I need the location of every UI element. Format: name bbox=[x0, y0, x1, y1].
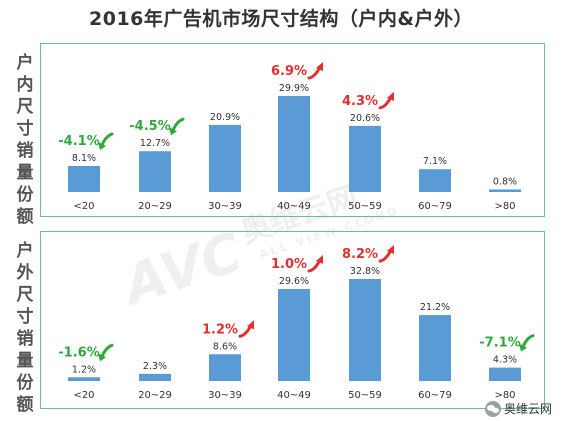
value-label: 4.3% bbox=[493, 355, 517, 366]
side-label-char: 量 bbox=[16, 163, 34, 183]
value-label: 20.9% bbox=[210, 112, 240, 123]
change-up-label: 1.0% bbox=[271, 257, 307, 272]
trend-down-arrowhead-icon bbox=[169, 127, 177, 136]
trend-down-arrow-icon bbox=[521, 334, 535, 349]
bar bbox=[489, 189, 521, 192]
side-label-char: 寸 bbox=[16, 307, 34, 327]
value-label: 8.6% bbox=[213, 341, 237, 352]
bar bbox=[419, 169, 451, 192]
chart-title: 2016年广告机市场尺寸结构（户内&户外） bbox=[89, 8, 473, 30]
side-label-char: 份 bbox=[16, 373, 34, 393]
outdoor-side-label: 户外尺寸销量份额 bbox=[14, 240, 36, 416]
side-label-char: 尺 bbox=[16, 285, 34, 305]
category-label: 20~29 bbox=[138, 390, 172, 401]
bar bbox=[68, 165, 100, 192]
trend-up-arrowhead-icon bbox=[387, 245, 394, 254]
category-label: 60~79 bbox=[418, 390, 452, 401]
category-label: 20~29 bbox=[138, 201, 172, 212]
bar bbox=[209, 354, 241, 381]
trend-down-arrow-icon bbox=[100, 343, 114, 358]
change-down-label: -4.5% bbox=[129, 119, 170, 134]
side-label-char: 外 bbox=[16, 263, 34, 283]
value-label: 12.7% bbox=[140, 138, 170, 149]
trend-up-arrowhead-icon bbox=[316, 62, 323, 71]
bar bbox=[139, 151, 171, 192]
value-label: 29.9% bbox=[279, 83, 309, 94]
bar bbox=[489, 367, 521, 381]
category-label: >80 bbox=[494, 201, 515, 212]
bar bbox=[419, 315, 451, 381]
category-label: 40~49 bbox=[277, 390, 311, 401]
bar bbox=[349, 125, 381, 192]
category-label: 40~49 bbox=[277, 201, 311, 212]
category-label: 30~39 bbox=[208, 390, 242, 401]
category-label: 50~59 bbox=[348, 390, 382, 401]
side-label-char: 寸 bbox=[16, 119, 34, 139]
value-label: 1.2% bbox=[72, 364, 96, 375]
trend-down-arrowhead-icon bbox=[519, 343, 527, 352]
side-label-char: 额 bbox=[16, 395, 34, 415]
side-label-char: 销 bbox=[16, 141, 34, 161]
value-label: 20.6% bbox=[350, 113, 380, 124]
value-label: 21.2% bbox=[420, 302, 450, 313]
side-label-char: 尺 bbox=[16, 97, 34, 117]
trend-down-arrowhead-icon bbox=[98, 353, 106, 362]
watermark-logo: AVC bbox=[112, 220, 249, 318]
change-down-label: -1.6% bbox=[58, 345, 99, 360]
bar bbox=[139, 373, 171, 381]
side-label-char: 份 bbox=[16, 185, 34, 205]
side-label-char: 户 bbox=[16, 241, 34, 261]
change-up-label: 6.9% bbox=[271, 64, 307, 79]
value-label: 29.6% bbox=[279, 276, 309, 287]
trend-up-arrowhead-icon bbox=[247, 320, 254, 330]
category-label: <20 bbox=[73, 390, 94, 401]
category-label: <20 bbox=[73, 201, 94, 212]
bar bbox=[209, 124, 241, 192]
value-label: 7.1% bbox=[423, 156, 447, 167]
indoor-side-label: 户内尺寸销量份额 bbox=[14, 52, 36, 228]
footer-text: 奥维云网 bbox=[503, 402, 552, 416]
trend-down-arrowhead-icon bbox=[98, 141, 106, 150]
change-down-label: -7.1% bbox=[479, 336, 520, 351]
category-label: 60~79 bbox=[418, 201, 452, 212]
category-label: 30~39 bbox=[208, 201, 242, 212]
value-label: 8.1% bbox=[72, 153, 96, 164]
change-up-label: 1.2% bbox=[202, 322, 238, 337]
value-label: 0.8% bbox=[493, 176, 517, 187]
side-label-char: 销 bbox=[16, 329, 34, 349]
category-label: 50~59 bbox=[348, 201, 382, 212]
wechat-icon bbox=[484, 400, 501, 417]
side-label-char: 户 bbox=[16, 53, 34, 73]
change-up-label: 4.3% bbox=[342, 94, 378, 109]
bar bbox=[278, 96, 310, 192]
side-label-char: 额 bbox=[16, 207, 34, 227]
bar bbox=[278, 288, 310, 381]
bar bbox=[349, 279, 381, 381]
trend-up-arrowhead-icon bbox=[387, 91, 394, 101]
trend-up-arrowhead-icon bbox=[316, 254, 323, 264]
side-label-char: 量 bbox=[16, 351, 34, 371]
change-down-label: -4.1% bbox=[58, 134, 99, 149]
trend-down-arrow-icon bbox=[100, 132, 114, 147]
change-up-label: 8.2% bbox=[342, 247, 378, 262]
footer: 奥维云网 bbox=[484, 400, 552, 417]
trend-down-arrow-icon bbox=[171, 117, 185, 132]
bar bbox=[68, 377, 100, 381]
value-label: 2.3% bbox=[143, 361, 167, 372]
side-label-char: 内 bbox=[16, 75, 34, 95]
value-label: 32.8% bbox=[350, 266, 380, 277]
category-label: >80 bbox=[494, 390, 515, 401]
